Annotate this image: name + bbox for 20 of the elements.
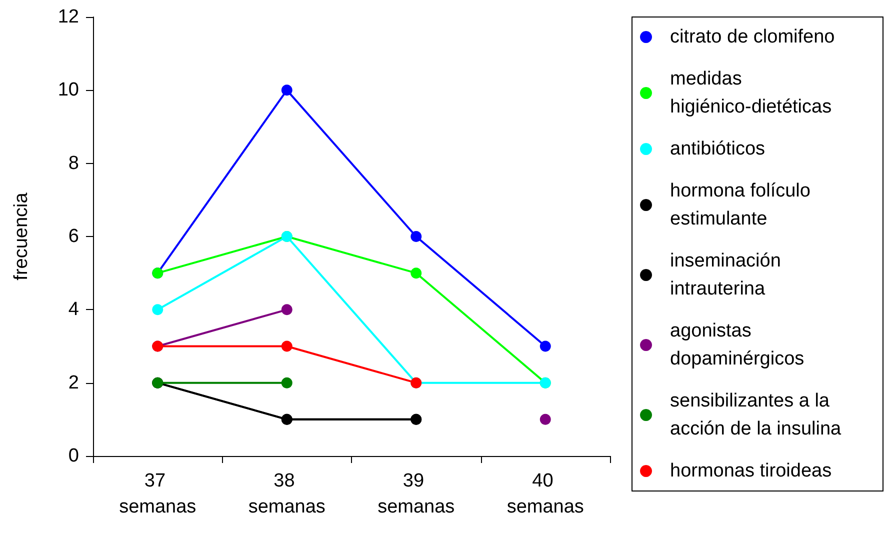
y-tick-label: 12 xyxy=(58,6,79,28)
y-tick-label: 4 xyxy=(68,299,80,320)
legend-label: sensibilizantes a la acción de la insulina xyxy=(670,390,842,440)
y-tick-label: 8 xyxy=(68,152,79,174)
legend-label: antibióticos xyxy=(670,138,766,160)
legend-label: medidas higiénico-dietéticas xyxy=(670,68,832,118)
x-tick-label: 38 semanas xyxy=(248,470,326,518)
legend-label: hormona folículo estimulante xyxy=(670,180,816,230)
y-axis-title: frecuencia xyxy=(11,192,32,280)
legend-label: citrato de clomifeno xyxy=(670,26,835,48)
y-tick-label: 10 xyxy=(58,80,79,101)
y-tick-label: 2 xyxy=(68,372,79,394)
legend-label: inseminación intrauterina xyxy=(670,250,786,300)
y-tick-label: 0 xyxy=(68,446,79,466)
legend-label: hormonas tiroideas xyxy=(670,460,832,482)
y-tick-label: 6 xyxy=(68,226,79,247)
x-tick-label: 40 semanas xyxy=(506,470,584,518)
legend-label: agonistas dopaminérgicos xyxy=(670,320,804,370)
x-tick-label: 39 semanas xyxy=(378,470,455,518)
x-tick-label: 37 semanas xyxy=(119,470,196,518)
